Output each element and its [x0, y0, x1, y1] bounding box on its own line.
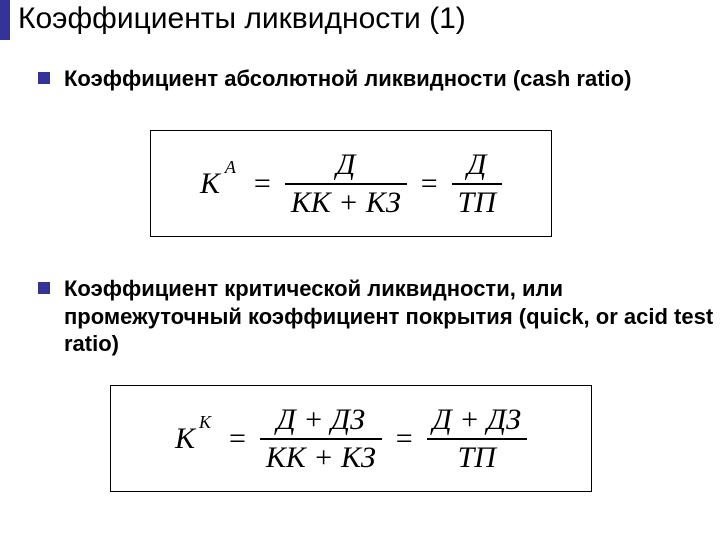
- formula1-sup: А: [225, 157, 236, 178]
- section1-text: Коэффициент абсолютной ликвидности (cash…: [64, 65, 631, 93]
- formula1-frac2: Д ТП: [452, 147, 502, 220]
- formula1-K: К: [200, 167, 220, 200]
- formula2-box: К К = Д + ДЗ КК + КЗ = Д + ДЗ ТП: [110, 385, 592, 492]
- bullet-icon: [38, 72, 50, 84]
- section2-text: Коэффициент критической ликвидности, или…: [64, 275, 714, 358]
- formula2-coef: К К: [175, 422, 195, 456]
- formula1-frac2-den: ТП: [452, 185, 502, 221]
- formula1-eq2: =: [421, 167, 438, 201]
- formula1-frac1: Д КК + КЗ: [285, 147, 407, 220]
- formula2-frac1: Д + ДЗ КК + КЗ: [260, 402, 382, 475]
- formula2-eq1: =: [229, 422, 246, 456]
- formula2-K: К: [175, 422, 195, 455]
- formula1-frac1-den: КК + КЗ: [285, 185, 407, 221]
- formula2-frac1-den: КК + КЗ: [260, 440, 382, 476]
- formula2: К К = Д + ДЗ КК + КЗ = Д + ДЗ ТП: [175, 402, 527, 475]
- section1-row: Коэффициент абсолютной ликвидности (cash…: [38, 65, 631, 93]
- bullet-icon: [38, 282, 50, 294]
- formula2-frac2-den: ТП: [452, 440, 502, 476]
- formula2-frac2: Д + ДЗ ТП: [427, 402, 527, 475]
- formula2-sup: К: [199, 412, 211, 433]
- formula1-eq1: =: [254, 167, 271, 201]
- formula2-frac1-num: Д + ДЗ: [271, 402, 371, 438]
- formula2-eq2: =: [396, 422, 413, 456]
- formula1-frac2-num: Д: [461, 147, 492, 183]
- formula1-frac1-num: Д: [330, 147, 361, 183]
- formula1-coef: К А: [200, 167, 220, 201]
- section2-row: Коэффициент критической ликвидности, или…: [38, 275, 714, 358]
- accent-bar: [0, 0, 10, 40]
- formula1: К А = Д КК + КЗ = Д ТП: [200, 147, 502, 220]
- formula2-frac2-num: Д + ДЗ: [427, 402, 527, 438]
- formula1-box: К А = Д КК + КЗ = Д ТП: [150, 130, 552, 237]
- page-title: Коэффициенты ликвидности (1): [18, 2, 466, 36]
